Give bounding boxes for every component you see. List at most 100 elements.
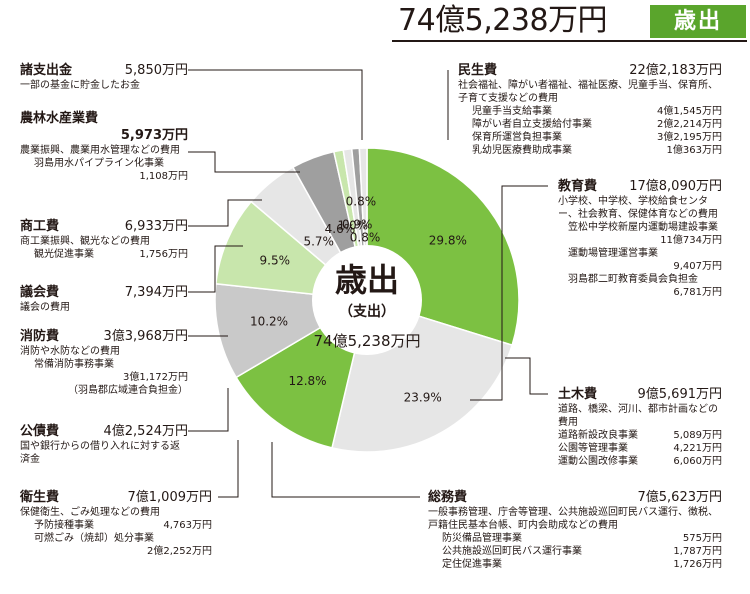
slice-label: 4.6% bbox=[325, 222, 356, 236]
slice-label: 12.8% bbox=[288, 374, 326, 388]
category-desc: 商工業振興、観光などの費用 bbox=[20, 236, 150, 247]
slice-label: 0.8% bbox=[350, 231, 381, 245]
sub-item-name: 観光促進事業 bbox=[34, 249, 94, 260]
leader-lines bbox=[188, 69, 548, 498]
sub-item-name: 公園等管理事業 bbox=[558, 443, 628, 454]
sub-item-name: （羽島郡広域連合負担金） bbox=[68, 385, 188, 396]
sub-item-amount: 6,781万円 bbox=[673, 287, 722, 298]
category-desc: 一部の基金に貯金したお金 bbox=[20, 80, 140, 91]
category-desc: 保健衛生、ごみ処理などの費用 bbox=[20, 507, 160, 518]
sub-item-name: 保育所運営負担事業 bbox=[472, 132, 562, 143]
sub-item-amount: 4億1,545万円 bbox=[657, 106, 722, 117]
category-amount: 7,394万円 bbox=[124, 285, 188, 300]
category-gikai: 議会費 7,394万円 議会の費用 bbox=[20, 284, 188, 314]
slice-label: 5.7% bbox=[303, 234, 334, 248]
leader-somu bbox=[271, 442, 420, 498]
sub-item-name: 乳幼児医療費助成事業 bbox=[472, 145, 572, 156]
category-doboku: 土木費 9億5,691万円 道路、橋梁、河川、都市計画などの費用 道路新設改良事業… bbox=[558, 386, 722, 468]
category-desc: 議会の費用 bbox=[20, 302, 70, 313]
sub-item-name: 羽島郡二町教育委員会負担金 bbox=[568, 274, 698, 285]
sub-item-name: 予防接種事業 bbox=[34, 520, 94, 531]
category-shobo: 消防費 3億3,968万円 消防や水防などの費用 常備消防事務事業 3億1,172万… bbox=[20, 328, 188, 397]
center-total: 74億5,238万円 bbox=[313, 332, 420, 350]
sub-item-amount: 6,060万円 bbox=[673, 456, 722, 467]
category-name: 消防費 bbox=[20, 329, 60, 344]
center-title: 歳出 bbox=[335, 261, 399, 299]
slice-label: 0.8% bbox=[346, 195, 377, 209]
sub-item: 予防接種事業 4,763万円 bbox=[34, 519, 218, 532]
sub-item-amount: 1,756万円 bbox=[139, 249, 188, 260]
category-name: 民生費 bbox=[458, 63, 498, 78]
sub-item-amount: 9,407万円 bbox=[673, 261, 722, 272]
category-name: 総務費 bbox=[428, 490, 468, 505]
category-amount: 5,850万円 bbox=[124, 63, 188, 78]
category-name: 土木費 bbox=[558, 387, 598, 402]
category-desc: 国や銀行からの借り入れに対する返済金 bbox=[20, 441, 180, 465]
sub-item: 防災備品管理事業 575万円 bbox=[442, 532, 722, 545]
sub-item-name: 羽島用水パイプライン化事業 bbox=[34, 158, 164, 169]
sub-item: 笠松中学校新屋内運動場建設事業 11億734万円 bbox=[568, 221, 722, 247]
sub-item-amount: 3億1,172万円 bbox=[123, 372, 188, 383]
category-name: 農林水産業費 bbox=[20, 111, 99, 126]
category-eisei: 衛生費 7億1,009万円 保健衛生、ごみ処理などの費用 予防接種事業 4,763万… bbox=[20, 489, 218, 558]
sub-item-amount: 1億363万円 bbox=[666, 145, 722, 156]
category-desc: 消防や水防などの費用 bbox=[20, 346, 120, 357]
sub-item: 公園等管理事業 4,221万円 bbox=[558, 442, 722, 455]
category-somu: 総務費 7億5,623万円 一般事務管理、庁舎等管理、公共施設巡回町民バス運行、徴… bbox=[428, 489, 722, 571]
sub-item: 道路新設改良事業 5,089万円 bbox=[558, 429, 722, 442]
sub-item-amount: 1,108万円 bbox=[139, 171, 188, 182]
leader-shoko bbox=[188, 199, 262, 227]
category-desc: 道路、橋梁、河川、都市計画などの費用 bbox=[558, 404, 718, 428]
leader-doboku bbox=[505, 357, 548, 395]
slice-label: 0.9% bbox=[342, 218, 373, 232]
sub-item-amount: 5,089万円 bbox=[673, 430, 722, 441]
sub-item-name: 防災備品管理事業 bbox=[442, 533, 522, 544]
total-underline bbox=[392, 40, 747, 42]
sub-item-name: 公共施設巡回町民バス運行事業 bbox=[442, 546, 582, 557]
category-amount: 4億2,524万円 bbox=[103, 424, 189, 439]
category-amount: 22億2,183万円 bbox=[629, 63, 722, 78]
sub-item: 公共施設巡回町民バス運行事業 1,787万円 bbox=[442, 545, 722, 558]
sub-item: 定住促進事業 1,726万円 bbox=[442, 558, 722, 571]
sub-item-name: 可燃ごみ（焼却）処分事業 bbox=[34, 533, 154, 544]
sub-item-name: 運動公園改修事業 bbox=[558, 456, 638, 467]
sub-item: 常備消防事務事業 3億1,172万円 bbox=[34, 358, 188, 384]
slice-label: 29.8% bbox=[429, 234, 467, 248]
category-desc: 小学校、中学校、学校給食センター、社会教育、保健体育などの費用 bbox=[558, 196, 718, 220]
sub-item: 運動場管理運営事業 9,407万円 bbox=[568, 247, 722, 273]
sub-item: 羽島用水パイプライン化事業 1,108万円 bbox=[34, 157, 188, 183]
sub-item-amount: 1,787万円 bbox=[673, 546, 722, 557]
category-amount: 17億8,090万円 bbox=[629, 179, 722, 194]
sub-item: 乳幼児医療費助成事業 1億363万円 bbox=[472, 144, 722, 157]
category-name: 商工費 bbox=[20, 219, 60, 234]
category-name: 教育費 bbox=[558, 179, 598, 194]
sub-item-amount: 3億2,195万円 bbox=[657, 132, 722, 143]
sub-item: 児童手当支給事業 4億1,545万円 bbox=[472, 105, 722, 118]
category-amount: 6,933万円 bbox=[124, 219, 188, 234]
category-amount: 3億3,968万円 bbox=[103, 329, 189, 344]
sub-item-amount: 2億2,214万円 bbox=[657, 119, 722, 130]
center-subtitle: （支出） bbox=[339, 303, 395, 320]
slice-label: 23.9% bbox=[404, 391, 442, 405]
category-norin: 農林水産業費 5,973万円 農業振興、農業用水管理などの費用 羽島用水パイプラ… bbox=[20, 110, 188, 183]
category-name: 公債費 bbox=[20, 424, 60, 439]
sub-item: （羽島郡広域連合負担金） bbox=[34, 384, 188, 397]
category-amount: 9億5,691万円 bbox=[637, 387, 723, 402]
leader-norin bbox=[188, 151, 300, 173]
sub-item: 運動公園改修事業 6,060万円 bbox=[558, 455, 722, 468]
slice-label: 10.2% bbox=[250, 314, 288, 328]
category-kyoiku: 教育費 17億8,090万円 小学校、中学校、学校給食センター、社会教育、保健体育… bbox=[558, 178, 722, 299]
sub-item-amount: 4,221万円 bbox=[673, 443, 722, 454]
total-amount: 74億5,238万円 bbox=[398, 3, 608, 38]
sub-item: 障がい者自立支援給付事業 2億2,214万円 bbox=[472, 118, 722, 131]
sub-item-amount: 575万円 bbox=[682, 533, 722, 544]
sub-item-name: 児童手当支給事業 bbox=[472, 106, 552, 117]
sub-item-amount: 2億2,252万円 bbox=[147, 546, 212, 557]
category-name: 諸支出金 bbox=[20, 63, 73, 78]
category-desc: 農業振興、農業用水管理などの費用 bbox=[20, 145, 180, 156]
sub-item-name: 常備消防事務事業 bbox=[34, 359, 114, 370]
category-desc: 一般事務管理、庁舎等管理、公共施設巡回町民バス運行、徴税、戸籍住民基本台帳、町内… bbox=[428, 507, 718, 531]
category-amount: 5,973万円 bbox=[120, 128, 188, 143]
leader-kyoiku bbox=[470, 185, 548, 401]
